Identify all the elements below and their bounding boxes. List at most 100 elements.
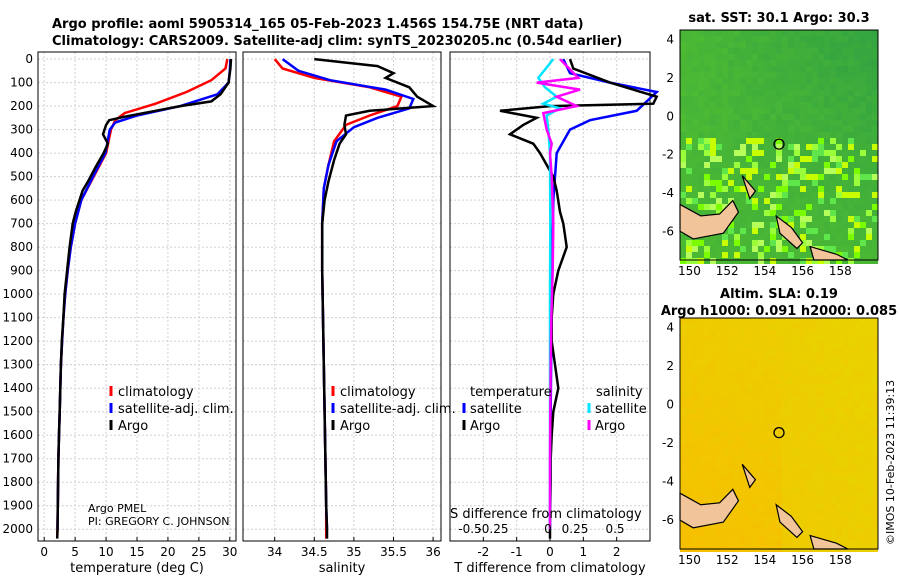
map-cell xyxy=(764,150,770,156)
x-tick-label: 0 xyxy=(546,545,554,559)
map-cell xyxy=(842,60,848,66)
map-cell xyxy=(680,348,686,354)
map-cell xyxy=(818,216,824,222)
map-cell xyxy=(842,120,848,126)
map-cell xyxy=(704,162,710,168)
map-cell xyxy=(812,336,818,342)
map-cell xyxy=(704,480,710,486)
map-cell xyxy=(800,348,806,354)
map-cell xyxy=(848,234,854,240)
map-cell xyxy=(704,120,710,126)
map-cell xyxy=(818,84,824,90)
map-cell xyxy=(818,498,824,504)
map-cell xyxy=(728,462,734,468)
map-cell xyxy=(764,360,770,366)
map-cell xyxy=(788,210,794,216)
map-cell xyxy=(860,234,866,240)
map-cell xyxy=(686,114,692,120)
map-cell xyxy=(860,492,866,498)
map-cell xyxy=(758,336,764,342)
map-cell xyxy=(812,444,818,450)
map-cell xyxy=(872,498,878,504)
map-cell xyxy=(800,156,806,162)
map-cell xyxy=(686,324,692,330)
map-cell xyxy=(848,540,854,546)
map-cell xyxy=(692,438,698,444)
map-cell xyxy=(806,252,812,258)
map-cell xyxy=(740,180,746,186)
map-cell xyxy=(872,144,878,150)
map-cell xyxy=(710,126,716,132)
map-cell xyxy=(740,198,746,204)
map-cell xyxy=(710,480,716,486)
map-cell xyxy=(830,240,836,246)
map-cell xyxy=(704,336,710,342)
map-cell xyxy=(746,42,752,48)
map-cell xyxy=(812,366,818,372)
map-cell xyxy=(782,174,788,180)
map-cell xyxy=(758,252,764,258)
map-cell xyxy=(848,462,854,468)
map-cell xyxy=(800,456,806,462)
map-cell xyxy=(782,492,788,498)
map-cell xyxy=(758,240,764,246)
map-cell xyxy=(872,540,878,546)
map-cell xyxy=(728,240,734,246)
map-cell xyxy=(812,216,818,222)
map-cell xyxy=(728,72,734,78)
map-cell xyxy=(818,42,824,48)
map-cell xyxy=(806,138,812,144)
map-cell xyxy=(872,60,878,66)
map-cell xyxy=(698,498,704,504)
map-cell xyxy=(758,366,764,372)
map-cell xyxy=(866,198,872,204)
map-cell xyxy=(728,444,734,450)
map-cell xyxy=(752,48,758,54)
map-cell xyxy=(746,120,752,126)
map-cell xyxy=(752,210,758,216)
map-cell xyxy=(704,138,710,144)
map-cell xyxy=(836,186,842,192)
map-cell xyxy=(794,504,800,510)
map-cell xyxy=(680,246,686,252)
map-cell xyxy=(734,96,740,102)
map-cell xyxy=(776,372,782,378)
map-cell xyxy=(770,72,776,78)
map-cell xyxy=(770,516,776,522)
map-cell xyxy=(782,432,788,438)
map-cell xyxy=(698,462,704,468)
map-cell xyxy=(824,174,830,180)
map-cell xyxy=(836,486,842,492)
map-cell xyxy=(746,54,752,60)
map-cell xyxy=(854,348,860,354)
map-cell xyxy=(824,168,830,174)
map-cell xyxy=(872,444,878,450)
map-cell xyxy=(734,150,740,156)
map-cell xyxy=(848,486,854,492)
map-cell xyxy=(680,180,686,186)
map-lon-label: 154 xyxy=(753,264,776,278)
map-cell xyxy=(848,36,854,42)
map-cell xyxy=(770,228,776,234)
map-cell xyxy=(860,408,866,414)
map-cell xyxy=(710,420,716,426)
map-cell xyxy=(842,384,848,390)
map-cell xyxy=(680,78,686,84)
map-cell xyxy=(680,372,686,378)
map-cell xyxy=(824,102,830,108)
map-cell xyxy=(710,318,716,324)
map-cell xyxy=(782,246,788,252)
map-cell xyxy=(848,126,854,132)
map-cell xyxy=(872,150,878,156)
map-cell xyxy=(704,444,710,450)
map-cell xyxy=(692,540,698,546)
map-cell xyxy=(806,180,812,186)
map-cell xyxy=(698,168,704,174)
map-cell xyxy=(800,468,806,474)
map-cell xyxy=(872,186,878,192)
map-cell xyxy=(680,186,686,192)
map-cell xyxy=(728,42,734,48)
map-cell xyxy=(686,120,692,126)
map-cell xyxy=(782,198,788,204)
map-cell xyxy=(872,480,878,486)
